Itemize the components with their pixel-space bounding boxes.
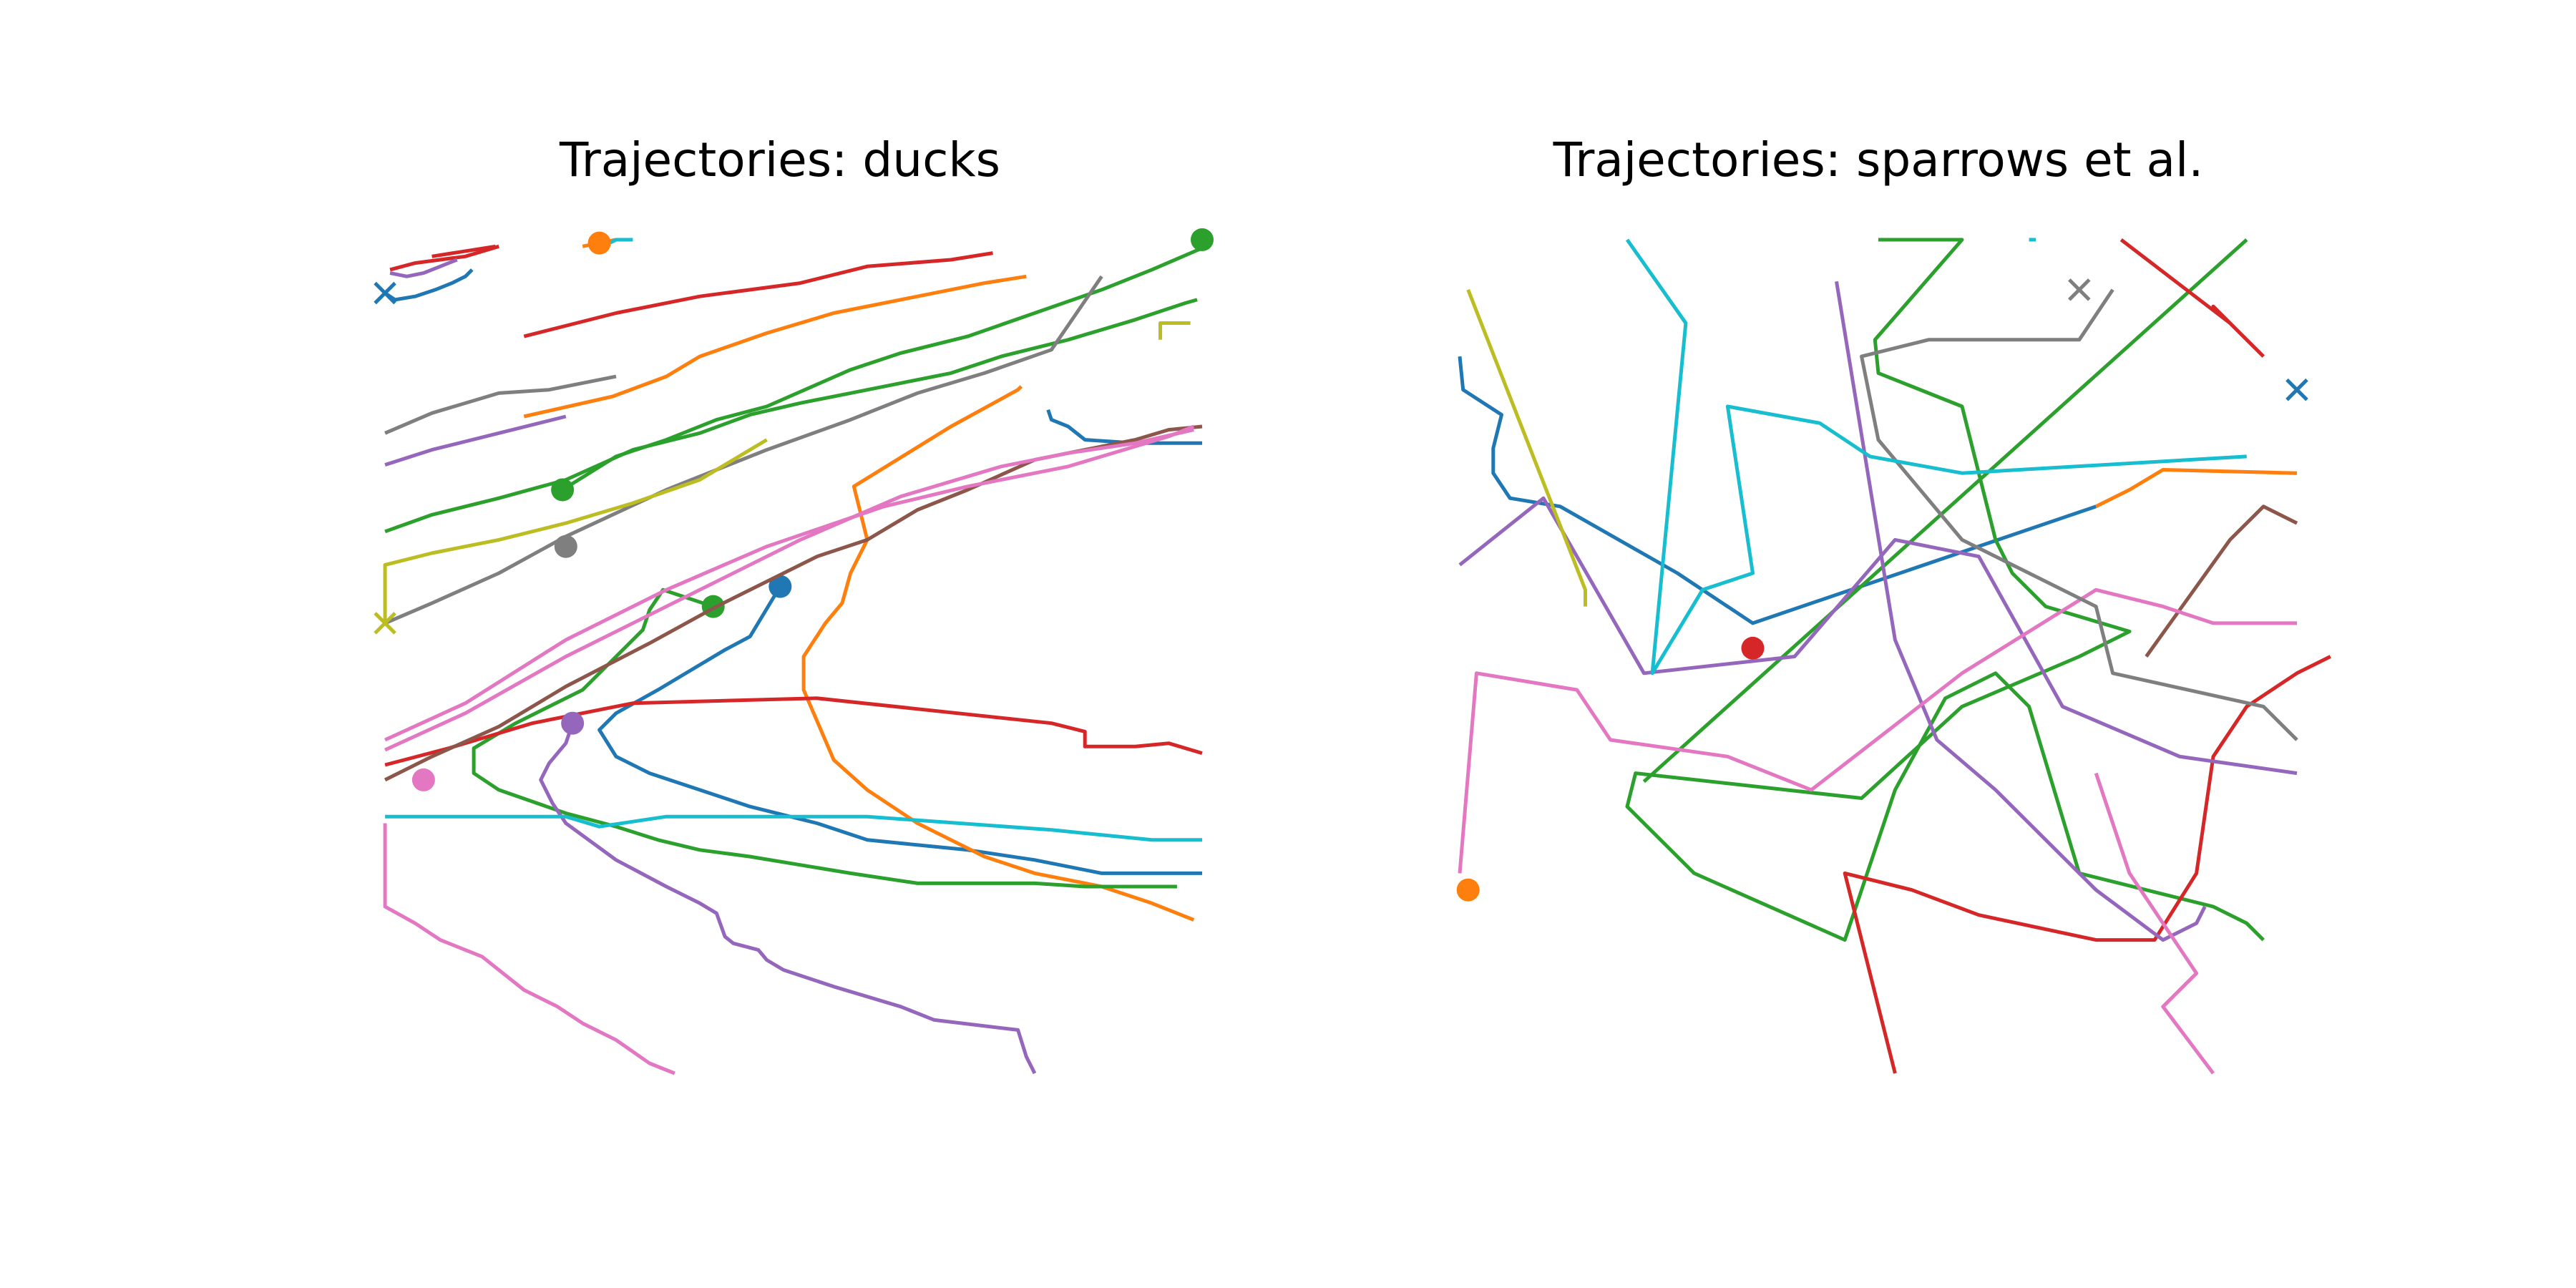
- trajectory-line-0-13: [539, 722, 1037, 1075]
- trajectory-line-1-0: [1458, 356, 2097, 625]
- trajectory-line-0-9: [384, 696, 1203, 767]
- trajectory-start-cross-0-23: [374, 612, 396, 635]
- chart-title-ducks: Trajectories: ducks: [560, 132, 1000, 187]
- trajectory-line-0-2: [597, 585, 1202, 875]
- trajectory-line-1-9: [1458, 496, 2298, 776]
- trajectory-line-0-16: [383, 823, 675, 1075]
- trajectory-end-dot-1-6: [1741, 636, 1765, 660]
- trajectory-line-0-20: [384, 374, 617, 435]
- trajectory-line-0-24: [1158, 321, 1191, 340]
- trajectory-end-cross-1-1: [2285, 378, 2308, 401]
- trajectory-line-1-8: [1843, 655, 2331, 1074]
- trajectory-line-0-18: [384, 424, 1195, 742]
- trajectory-line-0-5: [523, 274, 1027, 419]
- trajectory-end-dot-0-13: [561, 711, 585, 735]
- trajectory-line-0-1: [1046, 409, 1202, 445]
- trajectory-line-1-16: [1466, 288, 1587, 607]
- trajectory-line-0-8: [384, 298, 1198, 534]
- chart-title-sparrows: Trajectories: sparrows et al.: [1553, 132, 2204, 187]
- trajectory-start-cross-0-0: [374, 281, 396, 305]
- trajectory-line-0-11: [523, 251, 993, 338]
- trajectory-line-0-12: [384, 414, 567, 467]
- trajectory-line-1-7: [2119, 238, 2265, 358]
- trajectory-end-dot-0-29: [1191, 228, 1214, 251]
- trajectory-end-cross-1-15: [2068, 278, 2091, 301]
- trajectory-end-dot-0-22: [554, 535, 577, 558]
- trajectory-end-dot-0-27: [587, 231, 611, 255]
- trajectory-line-1-11: [2145, 504, 2298, 658]
- trajectory-line-1-5: [1642, 238, 2248, 784]
- trajectory-line-0-10: [389, 244, 499, 272]
- trajectory-line-0-15: [384, 424, 1203, 782]
- trajectory-line-1-3: [2095, 468, 2298, 509]
- trajectory-line-1-4: [1625, 238, 2265, 942]
- trajectory-end-dot-1-2: [1456, 878, 1480, 902]
- trajectory-line-1-14: [1860, 288, 2298, 741]
- plot-area-ducks: [374, 228, 1214, 1075]
- trajectory-line-0-25: [385, 814, 1202, 842]
- trajectory-line-0-23: [383, 438, 768, 623]
- trajectory-line-1-10: [1835, 280, 2207, 942]
- trajectory-line-1-17: [1625, 238, 2247, 675]
- trajectory-line-0-21: [384, 275, 1103, 625]
- trajectory-line-1-12: [1458, 587, 2297, 874]
- trajectory-line-0-28: [431, 244, 496, 258]
- trajectory-line-1-13: [2094, 772, 2215, 1075]
- trajectory-end-dot-0-19: [411, 768, 435, 791]
- trajectory-line-0-0: [384, 268, 474, 302]
- trajectory-line-0-4: [801, 385, 1195, 922]
- trajectory-end-dot-0-2: [769, 575, 792, 598]
- plot-area-sparrows: [1456, 238, 2331, 1075]
- trajectory-line-0-14: [389, 258, 458, 278]
- trajectory-line-0-6: [472, 587, 1177, 889]
